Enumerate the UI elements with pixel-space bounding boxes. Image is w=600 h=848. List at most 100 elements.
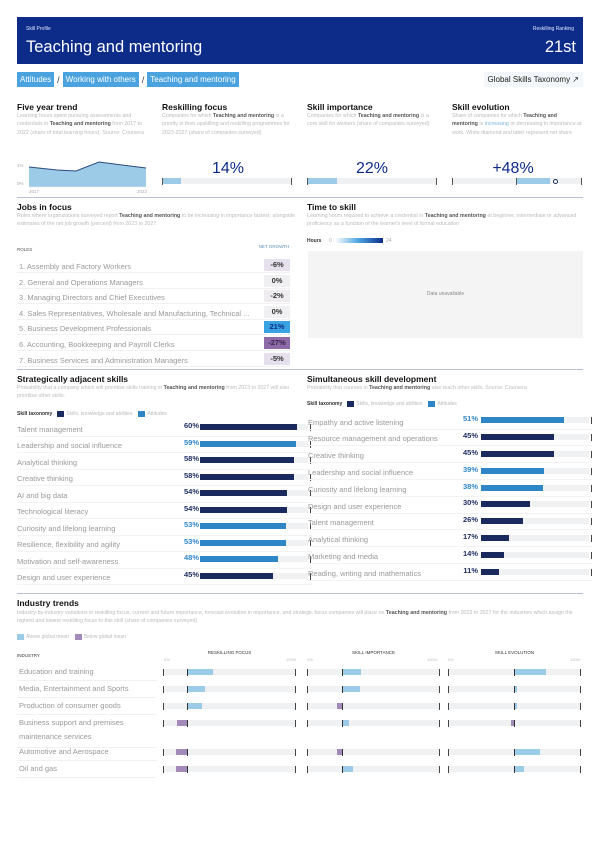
breadcrumb-separator: /	[57, 74, 60, 85]
desc-text: is a core skill for workers (share of co…	[307, 113, 430, 128]
bar-start-tick	[448, 748, 449, 756]
desc-text: Learning hours required to achieve a cre…	[307, 213, 425, 219]
net-growth-badge: 0%	[264, 305, 290, 318]
five-year-trend-chart: 1% 0% 2017 2022	[17, 161, 148, 194]
industry-importance-bar	[307, 668, 440, 676]
industry-importance-bar	[307, 748, 440, 756]
desc-text: is	[477, 121, 485, 128]
skill-row: Creative thinking 58%	[17, 470, 312, 486]
bar-end-tick	[295, 748, 296, 756]
bar-end-tick	[580, 719, 581, 727]
skill-bar-end-tick	[591, 417, 592, 425]
industry-reskilling-bar	[163, 702, 296, 710]
skill-name: Design and user experience	[17, 573, 111, 582]
global-mean-marker	[341, 685, 343, 693]
bar-end-tick	[439, 765, 440, 773]
ranking-value: 21st	[544, 38, 576, 56]
skill-bar-track	[200, 440, 311, 448]
job-row: 5. Business Development Professionals 21%	[17, 320, 290, 336]
skill-bar-track	[200, 523, 311, 531]
skill-percentage: 53%	[183, 536, 199, 546]
global-skills-taxonomy-link[interactable]: Global Skills Taxonomy ↗	[483, 72, 583, 87]
job-row: 2. General and Operations Managers 0%	[17, 274, 290, 289]
time-to-skill-title: Time to skill	[307, 202, 356, 212]
job-row: 1. Assembly and Factory Workers -6%	[17, 258, 290, 273]
breadcrumb-working-with-others[interactable]: Working with others	[62, 72, 139, 87]
industry-importance-fill	[342, 766, 353, 772]
skill-name-bold: Teaching and mentoring	[163, 385, 225, 391]
skill-importance-fill	[308, 178, 337, 184]
skill-name: Curiosity and lifelong learning	[17, 523, 116, 533]
net-growth-column-header: NET GROWTH	[258, 244, 290, 249]
desc-text: Companies for which	[307, 113, 358, 119]
bar-start-tick	[163, 765, 164, 773]
skill-row: Empathy and active listening 51%	[308, 413, 593, 430]
skill-bar-track	[481, 518, 592, 526]
bar-start-tick	[307, 748, 308, 756]
skill-bar-fill	[200, 523, 286, 530]
global-mean-marker	[513, 685, 516, 693]
job-row: 6. Accounting, Bookkeeping and Payroll C…	[17, 336, 290, 351]
skill-percentage: 54%	[183, 487, 199, 497]
bar-end-tick	[291, 177, 292, 185]
skill-bar-end-tick	[591, 484, 592, 492]
industry-name: Education and training	[19, 667, 94, 676]
global-mean-marker	[513, 748, 516, 756]
jobs-in-focus-description: Roles where organizations surveyed repor…	[17, 212, 297, 229]
scale-min-label: 0%	[448, 657, 454, 662]
skill-bar-end-tick	[310, 424, 311, 432]
skill-importance-title: Skill importance	[307, 102, 373, 112]
industry-reskilling-bar	[163, 748, 296, 756]
industry-evolution-fill	[514, 686, 517, 692]
skill-percentage: 58%	[183, 454, 199, 464]
desc-text: from 2023 to 2027 will also prioritise o…	[17, 385, 290, 400]
adjacent-skills-description: Probability that a company which will pr…	[17, 384, 297, 401]
simultaneous-skills-legend: Skill taxonomy Skills, knowledge and abi…	[307, 401, 463, 407]
hours-legend-min: 0	[329, 238, 332, 244]
skill-importance-description: Companies for which Teaching and mentori…	[307, 112, 437, 129]
industry-name: Business support and premises maintenanc…	[19, 718, 124, 741]
breadcrumb-teaching-and-mentoring[interactable]: Teaching and mentoring	[147, 72, 239, 87]
skill-percentage: 30%	[462, 498, 478, 508]
industry-name: Automotive and Aerospace	[19, 747, 109, 756]
bar-end-tick	[439, 719, 440, 727]
skill-name: Marketing and media	[308, 551, 379, 561]
hours-color-scale	[335, 238, 383, 243]
industry-evolution-bar	[448, 719, 581, 727]
bar-start-tick	[448, 668, 449, 676]
bar-end-tick	[295, 765, 296, 773]
skill-percentage: 17%	[462, 531, 478, 541]
skill-percentage: 58%	[183, 470, 199, 480]
skill-row: Analytical thinking 17%	[308, 531, 593, 548]
reskilling-focus-value: 14%	[211, 160, 245, 177]
skill-row: Leadership and social influence 39%	[308, 463, 593, 480]
industry-trends-title: Industry trends	[17, 598, 79, 608]
global-mean-marker	[341, 702, 343, 710]
industry-importance-fill	[336, 703, 343, 709]
skill-row: Technological literacy 54%	[17, 503, 312, 519]
skill-name: Talent management	[308, 518, 374, 528]
global-mean-marker	[513, 719, 516, 727]
skill-name: Empathy and active listening	[308, 417, 404, 427]
row-divider	[17, 760, 157, 761]
bar-end-tick	[295, 668, 296, 676]
skill-bar-track	[481, 434, 592, 442]
skill-row: Talent management 60%	[17, 420, 312, 437]
skill-name-bold: Teaching and mentoring	[385, 610, 448, 616]
industry-evolution-fill	[510, 720, 515, 726]
industry-evolution-fill	[514, 703, 518, 709]
job-name: 4. Sales Representatives, Wholesale and …	[19, 308, 250, 318]
skill-evolution-bar	[452, 177, 582, 185]
skill-percentage: 53%	[183, 520, 199, 530]
skill-name: Resilience, flexibility and agility	[17, 540, 120, 549]
job-name: 2. General and Operations Managers	[19, 277, 143, 287]
bar-end-tick	[439, 702, 440, 710]
skill-bar-track	[200, 506, 311, 514]
skill-bar-track	[200, 490, 311, 498]
breadcrumb-attitudes[interactable]: Attitudes	[17, 72, 55, 87]
legend-label: Attitudes	[147, 411, 167, 417]
row-divider	[17, 680, 157, 681]
skill-bar-track	[481, 568, 592, 576]
legend-key: Skill taxonomy	[307, 401, 343, 407]
increasing-highlight: increasing	[484, 121, 509, 128]
